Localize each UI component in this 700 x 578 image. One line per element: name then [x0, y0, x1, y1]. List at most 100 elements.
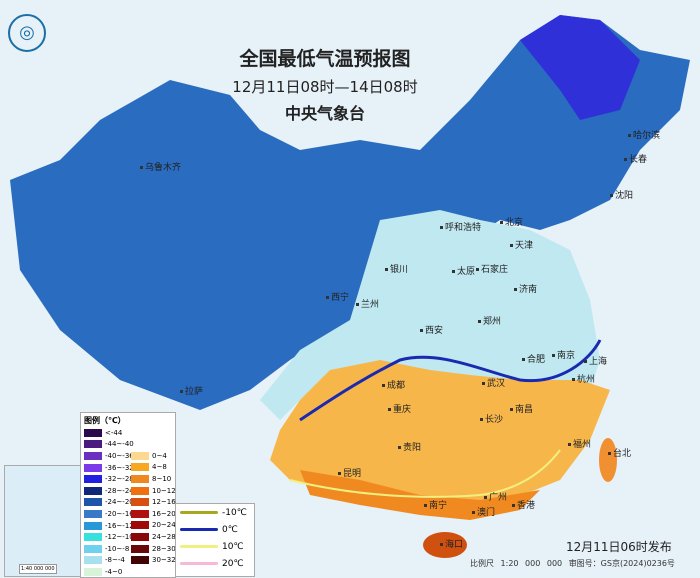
- legend-item: -12~-10: [84, 531, 134, 543]
- city-label: 海口: [440, 537, 463, 550]
- legend-swatch: [131, 451, 149, 460]
- agency-logo: ◎: [8, 14, 46, 52]
- region-cold-core: [520, 15, 640, 120]
- legend-item: 8~10: [131, 473, 176, 485]
- legend-item: 16~20: [131, 508, 176, 520]
- isotherm-line-swatch: [180, 545, 218, 548]
- city-label: 贵阳: [398, 440, 421, 453]
- legend-label: -16~-12: [105, 521, 134, 530]
- legend-swatch: [131, 544, 149, 553]
- legend-swatch: [84, 498, 102, 507]
- city-label: 石家庄: [476, 262, 508, 275]
- legend-swatch: [84, 475, 102, 484]
- legend-label: 0~4: [152, 451, 167, 460]
- legend-swatch: [84, 533, 102, 542]
- legend-label: -40~-36: [105, 451, 134, 460]
- city-label: 长春: [624, 152, 647, 165]
- city-label: 成都: [382, 378, 405, 391]
- legend-swatch: [84, 521, 102, 530]
- city-label: 西安: [420, 323, 443, 336]
- isotherm-line-swatch: [180, 562, 218, 565]
- map-scale: 比例尺 1:20 000 000: [470, 559, 563, 568]
- isotherm-line-swatch: [180, 528, 218, 531]
- city-label: 澳门: [472, 505, 495, 518]
- legend-label: 28~30: [152, 544, 176, 553]
- legend-item: 30~32: [131, 554, 176, 566]
- city-label: 台北: [608, 446, 631, 459]
- agency-name: 中央气象台: [284, 104, 365, 123]
- legend-item: -20~-16: [84, 508, 134, 520]
- taiwan: [599, 438, 617, 482]
- city-label: 广州: [484, 490, 507, 503]
- legend-label: 20~24: [152, 521, 176, 530]
- city-label: 长沙: [480, 412, 503, 425]
- legend-item: -16~-12: [84, 520, 134, 532]
- map-title: 全国最低气温预报图: [239, 48, 411, 70]
- city-label: 天津: [510, 238, 533, 251]
- city-label: 济南: [514, 282, 537, 295]
- legend-swatch: [84, 440, 102, 449]
- legend: 图例（℃） <-44 -44~-40 -40~-36 -36~-32 -32~-28 -2…: [80, 412, 176, 578]
- legend-label: -4~0: [105, 567, 123, 576]
- city-label: 北京: [500, 215, 523, 228]
- legend-label: -44~-40: [105, 440, 134, 449]
- inset-scale: 1:40 000 000: [19, 564, 57, 574]
- legend-item: -28~-24: [84, 485, 134, 497]
- legend-item: -4~0: [84, 566, 134, 578]
- legend-label: -32~-28: [105, 475, 134, 484]
- legend-label: -12~-10: [105, 533, 134, 542]
- city-label: 南京: [552, 348, 575, 361]
- isotherm-label: -10℃: [222, 507, 247, 518]
- city-label: 南昌: [510, 402, 533, 415]
- legend-item: 12~16: [131, 496, 176, 508]
- isotherm-label: 10℃: [222, 541, 244, 552]
- footer-info: 比例尺 1:20 000 000 审图号：GS京(2024)0236号: [470, 558, 675, 569]
- isotherm-item: -10℃: [176, 504, 254, 521]
- legend-swatch: [131, 556, 149, 565]
- legend-item: 20~24: [131, 520, 176, 532]
- legend-item: -24~-20: [84, 497, 134, 509]
- legend-item: <-44: [84, 427, 134, 439]
- city-label: 呼和浩特: [440, 220, 481, 233]
- legend-item: -32~-28: [84, 473, 134, 485]
- legend-swatch: [84, 428, 102, 437]
- legend-swatch: [131, 486, 149, 495]
- isotherm-item: 0℃: [176, 521, 254, 538]
- legend-item: 28~30: [131, 543, 176, 555]
- isotherm-legend: -10℃ 0℃ 10℃ 20℃: [175, 503, 255, 577]
- legend-label: 8~10: [152, 474, 172, 483]
- city-label: 合肥: [522, 352, 545, 365]
- isotherm-item: 10℃: [176, 538, 254, 555]
- legend-label: -24~-20: [105, 498, 134, 507]
- isotherm-item: 20℃: [176, 555, 254, 572]
- legend-swatch: [84, 463, 102, 472]
- legend-swatch: [84, 567, 102, 576]
- legend-swatch: [84, 451, 102, 460]
- legend-item: -40~-36: [84, 450, 134, 462]
- region-mid: [260, 210, 600, 420]
- city-label: 杭州: [572, 372, 595, 385]
- forecast-period: 12月11日08时—14日08时: [232, 78, 418, 96]
- legend-item: -44~-40: [84, 439, 134, 451]
- city-label: 太原: [452, 264, 475, 277]
- isotherm-label: 20℃: [222, 558, 244, 569]
- city-label: 沈阳: [610, 188, 633, 201]
- city-label: 乌鲁木齐: [140, 160, 181, 173]
- city-label: 哈尔滨: [628, 128, 660, 141]
- legend-item: -36~-32: [84, 462, 134, 474]
- legend-label: 4~8: [152, 463, 167, 472]
- legend-swatch: [131, 474, 149, 483]
- city-label: 武汉: [482, 376, 505, 389]
- legend-label: 12~16: [152, 498, 176, 507]
- city-label: 昆明: [338, 466, 361, 479]
- legend-item: -10~-8: [84, 543, 134, 555]
- legend-swatch: [84, 509, 102, 518]
- isotherm-10: [289, 449, 561, 498]
- south-china-sea-inset: 1:40 000 000: [4, 465, 82, 577]
- legend-swatch: [84, 544, 102, 553]
- legend-label: -28~-24: [105, 486, 134, 495]
- city-label: 银川: [385, 262, 408, 275]
- legend-label: <-44: [105, 428, 123, 437]
- isotherm-label: 0℃: [222, 524, 238, 535]
- city-label: 上海: [584, 354, 607, 367]
